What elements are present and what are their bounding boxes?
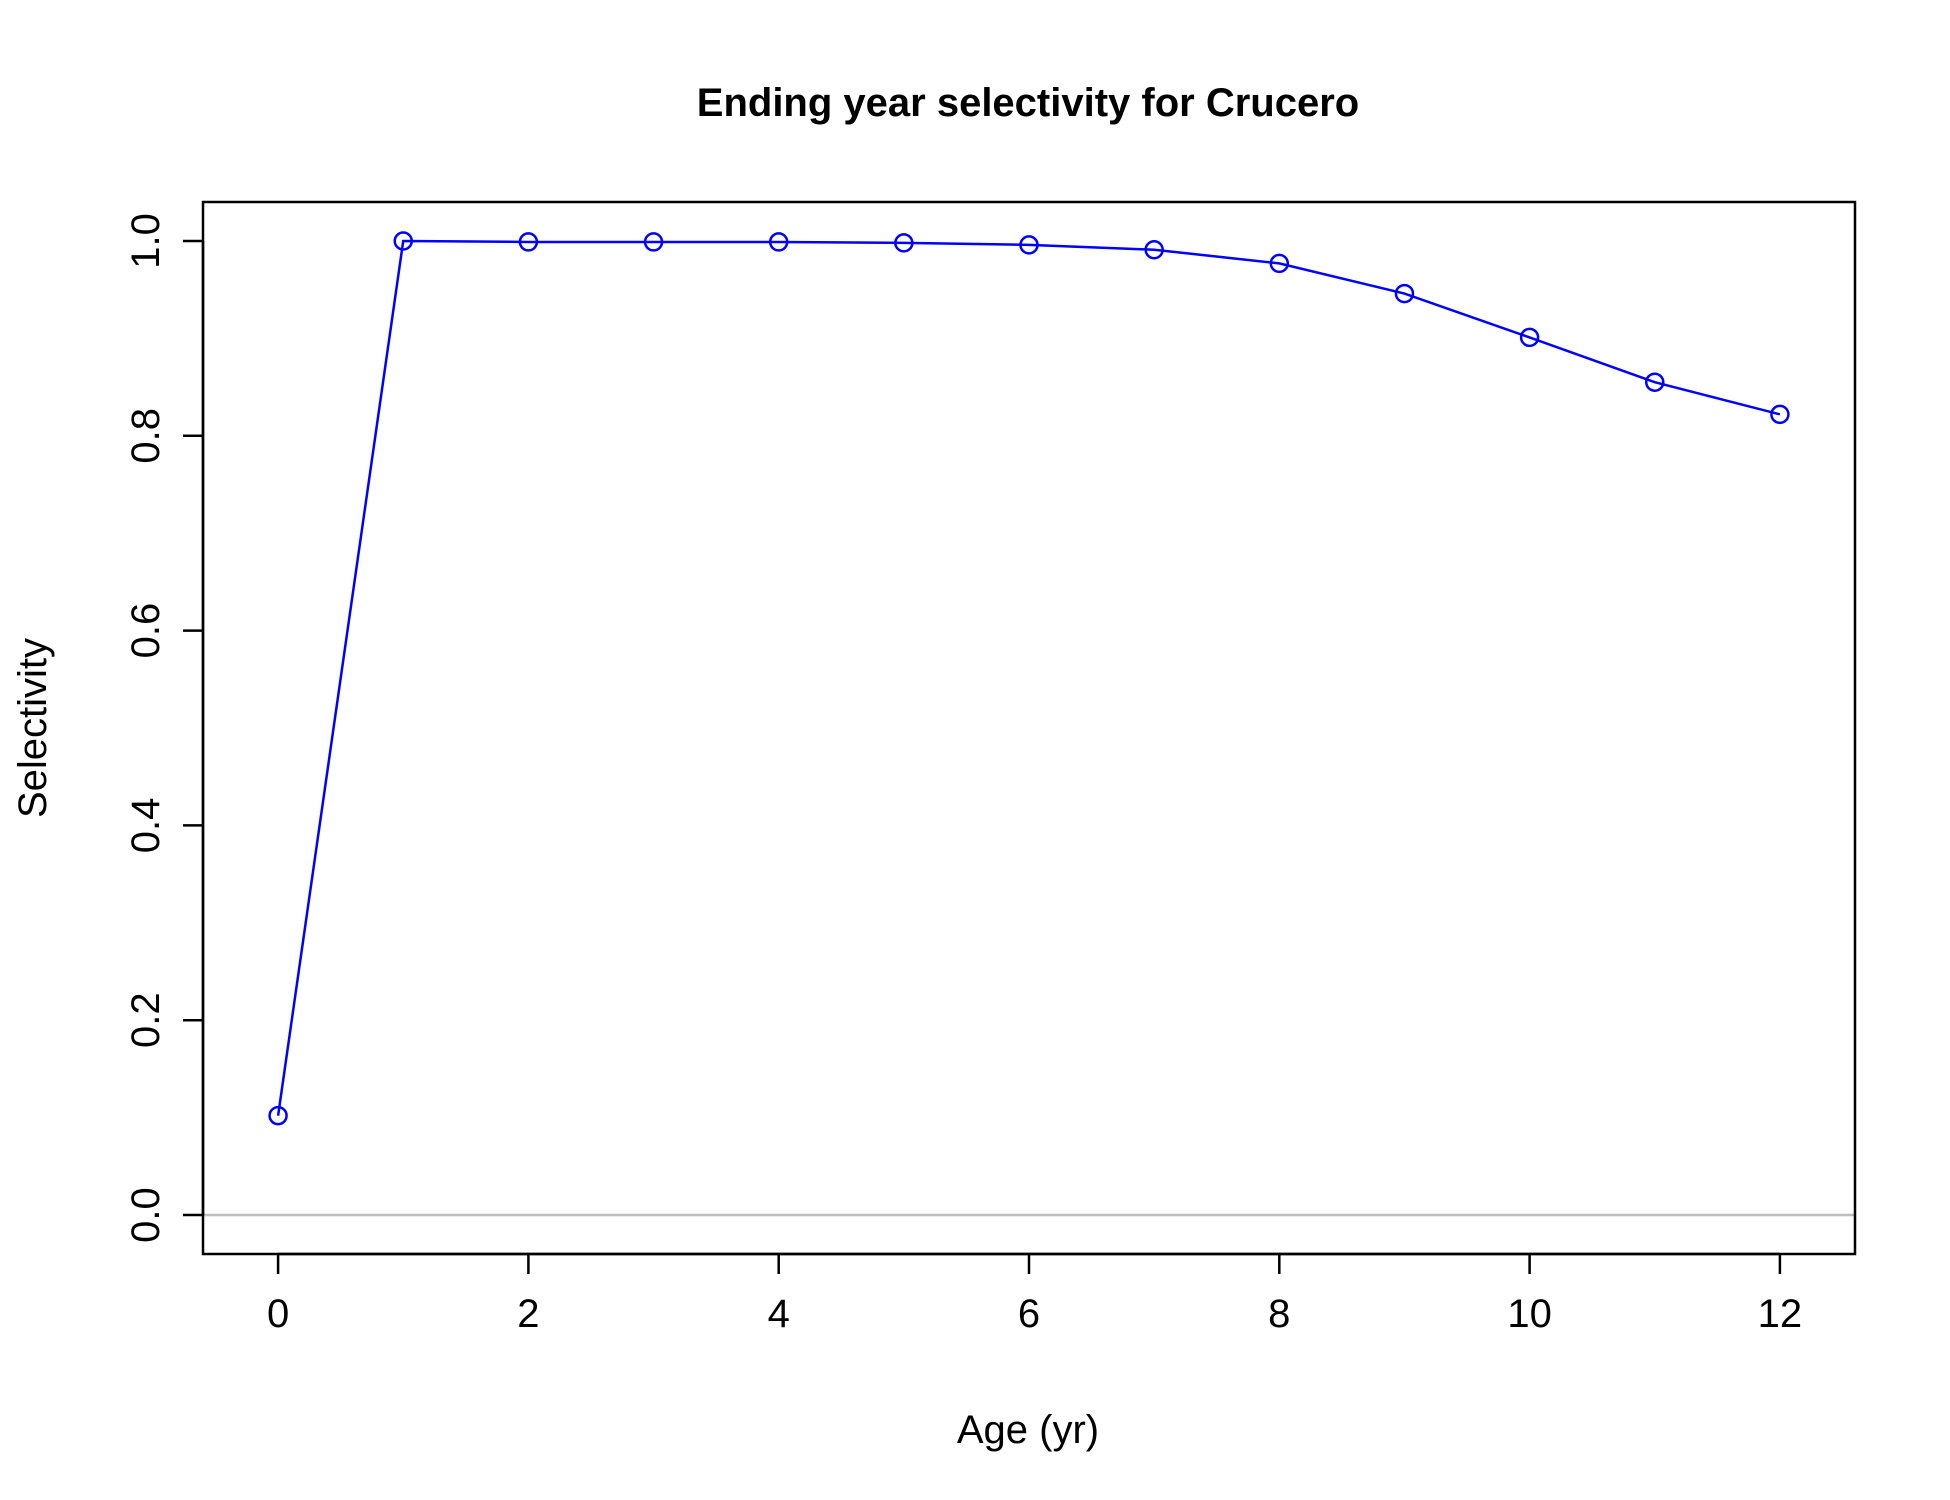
data-point xyxy=(1019,235,1039,255)
series-line xyxy=(276,239,1781,1116)
x-tick-label: 6 xyxy=(1018,1292,1040,1336)
data-point xyxy=(1394,283,1415,304)
y-tick-label: 0.0 xyxy=(124,1187,168,1243)
x-axis: 0 2 4 6 8 10 12 xyxy=(267,1252,1803,1336)
x-tick-label: 2 xyxy=(517,1292,539,1336)
plot-area xyxy=(203,231,1855,1217)
data-point xyxy=(268,1105,288,1126)
x-tick-label: 4 xyxy=(768,1292,790,1336)
x-axis-label: Age (yr) xyxy=(957,1408,1099,1452)
x-tick-label: 10 xyxy=(1507,1292,1552,1336)
y-axis-label: Selectivity xyxy=(11,638,55,818)
data-point xyxy=(1519,327,1540,348)
y-tick-label: 0.6 xyxy=(124,603,168,659)
plot-frame xyxy=(201,200,1857,1256)
y-tick-label: 0.8 xyxy=(124,408,168,464)
y-axis: 0.0 0.2 0.4 0.6 0.8 1.0 xyxy=(124,213,205,1243)
y-tick-label: 0.4 xyxy=(124,798,168,854)
data-point xyxy=(768,232,789,252)
y-tick-label: 0.2 xyxy=(124,992,168,1048)
y-tick-label: 1.0 xyxy=(124,213,168,269)
data-point xyxy=(1144,239,1164,260)
data-point xyxy=(1770,404,1790,425)
data-point xyxy=(393,231,413,251)
x-tick-label: 8 xyxy=(1268,1292,1290,1336)
data-point xyxy=(1645,372,1665,392)
data-point xyxy=(643,232,664,252)
data-point xyxy=(894,233,914,253)
data-point xyxy=(518,232,539,252)
data-point xyxy=(1269,253,1290,274)
x-tick-label: 0 xyxy=(267,1292,289,1336)
chart-title: Ending year selectivity for Crucero xyxy=(697,81,1359,125)
x-tick-label: 12 xyxy=(1758,1292,1803,1336)
